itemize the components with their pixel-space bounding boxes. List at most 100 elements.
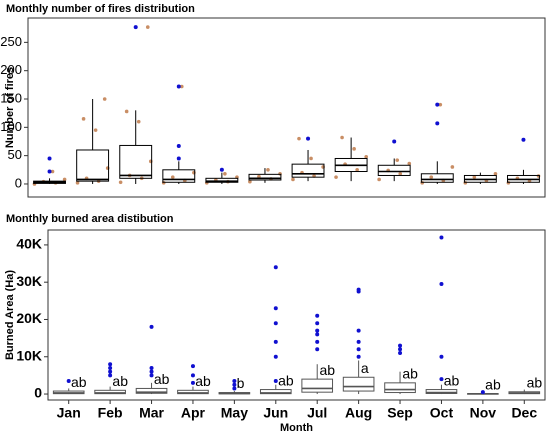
jitter-point [62, 177, 67, 182]
outlier [232, 382, 237, 387]
x-tick-label: Nov [470, 405, 497, 421]
x-tick-label: Oct [430, 405, 454, 421]
outlier [273, 354, 278, 359]
group-letter: ab [402, 366, 418, 382]
x-tick-label: Jan [57, 405, 81, 421]
y-axis-label: Number of fires [4, 67, 16, 148]
outlier [315, 339, 320, 344]
outlier [439, 235, 444, 240]
outlier [273, 339, 278, 344]
outlier [219, 167, 224, 172]
jitter-point [75, 181, 80, 185]
outlier [149, 324, 154, 329]
outlier [232, 378, 237, 383]
outlier [398, 347, 403, 352]
outlier [480, 390, 485, 395]
jitter-point [398, 171, 403, 176]
outlier [356, 347, 361, 352]
group-letter: ab [71, 374, 87, 390]
outlier [398, 343, 403, 348]
y-tick-label: 40K [16, 236, 42, 252]
jitter-point [340, 135, 344, 140]
jitter-point [136, 119, 141, 124]
outlier [306, 136, 311, 141]
outlier [273, 265, 278, 270]
y-tick-label: 250 [0, 34, 22, 49]
group-letter: ab [195, 373, 211, 389]
y-tick-label: 200 [0, 62, 22, 77]
outlier [273, 321, 278, 326]
outlier [392, 139, 397, 144]
jitter-point [223, 171, 227, 176]
outlier [435, 102, 440, 107]
outlier [398, 351, 403, 356]
outlier [315, 347, 320, 352]
box [377, 164, 411, 176]
chart-title: Monthly burned area distibution [6, 213, 174, 225]
jitter-point [180, 84, 184, 89]
group-letter: b [237, 375, 245, 391]
outlier [439, 377, 444, 382]
outlier [439, 354, 444, 359]
y-tick-label: 100 [0, 119, 22, 134]
jitter-point [145, 25, 150, 29]
x-tick-label: Aug [345, 405, 372, 421]
jitter-point [118, 180, 123, 185]
outlier [47, 156, 52, 161]
jitter-point [248, 179, 252, 184]
box [248, 173, 282, 181]
jitter-point [334, 175, 338, 179]
group-letter: ab [320, 362, 336, 378]
jitter-point [297, 136, 301, 141]
jitter-point [377, 177, 381, 182]
plot-frame [47, 229, 546, 401]
outlier [435, 121, 440, 126]
jitter-point [364, 154, 369, 159]
y-tick-label: 20K [16, 310, 42, 326]
outlier [273, 306, 278, 311]
y-tick-label: 50 [8, 147, 22, 162]
outlier [521, 137, 526, 142]
y-tick-label: 0 [34, 385, 42, 401]
x-axis-label: Month [280, 422, 313, 434]
outlier [190, 380, 195, 385]
outlier [108, 373, 113, 378]
outlier [149, 373, 154, 378]
box [384, 382, 416, 394]
group-letter: ab [278, 372, 294, 388]
x-tick-label: Sep [387, 405, 413, 421]
outlier [356, 328, 361, 333]
outlier [149, 365, 154, 370]
outlier [315, 332, 320, 337]
outlier [108, 362, 113, 367]
box [135, 387, 168, 394]
y-axis-label: Burned Area (Ha) [4, 270, 16, 360]
jitter-point [407, 161, 412, 166]
x-tick-label: Mar [139, 405, 164, 421]
outlier [356, 287, 361, 292]
outlier [176, 144, 181, 149]
outlier [176, 84, 181, 89]
jitter-point [493, 171, 498, 176]
jitter-point [81, 117, 86, 121]
outlier [190, 364, 195, 369]
x-tick-label: Dec [511, 405, 537, 421]
outlier [190, 373, 195, 378]
outlier [439, 282, 444, 287]
outlier [315, 328, 320, 333]
outlier [133, 25, 138, 30]
group-letter: ab [527, 375, 543, 391]
outlier [315, 313, 320, 318]
box [301, 378, 334, 393]
y-tick-label: 30K [16, 273, 42, 289]
x-tick-label: Apr [181, 405, 206, 421]
y-tick-label: 0 [15, 175, 22, 190]
outlier [273, 378, 278, 383]
box [205, 177, 239, 183]
outlier [356, 339, 361, 344]
box [342, 376, 375, 392]
x-tick-label: Jun [263, 405, 288, 421]
jitter-point [309, 156, 313, 161]
